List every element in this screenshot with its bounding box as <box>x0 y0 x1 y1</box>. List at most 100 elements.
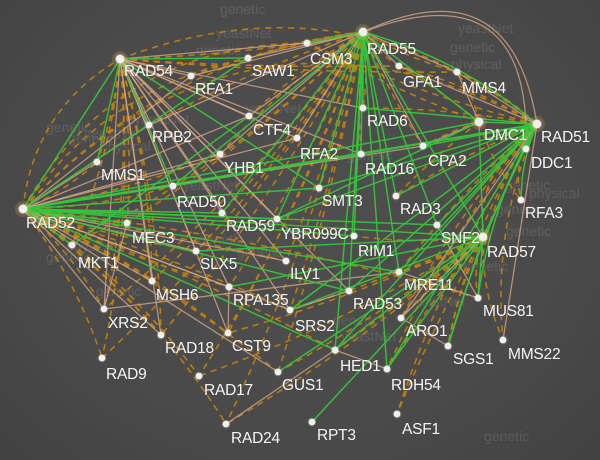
node-label-RAD16: RAD16 <box>365 161 414 178</box>
edge-type-watermark: yeastNet <box>84 125 139 141</box>
node-label-RAD50: RAD50 <box>177 194 227 211</box>
node-label-RAD51: RAD51 <box>541 129 590 146</box>
edge-type-watermark: physical <box>451 56 502 72</box>
edge-RAD54-RAD18 <box>119 58 162 336</box>
edge-RAD51-RAD53 <box>348 123 538 292</box>
node-SMT3[interactable] <box>314 183 324 193</box>
node-label-RPA135: RPA135 <box>233 292 288 309</box>
node-ASF1[interactable] <box>392 409 402 419</box>
node-RPA135[interactable] <box>224 282 234 292</box>
edge-RAD55-ILV1 <box>285 31 364 262</box>
edge-RAD52-MUS81 <box>22 208 479 299</box>
node-RAD52[interactable] <box>17 203 29 215</box>
node-RAD9[interactable] <box>97 353 107 363</box>
node-SLX5[interactable] <box>191 246 201 256</box>
node-label-MMS1: MMS1 <box>101 167 145 184</box>
edge-RAD54-CST9 <box>119 58 229 334</box>
node-label-RFA1: RFA1 <box>195 81 233 98</box>
node-RAD16[interactable] <box>356 149 366 159</box>
node-CSM3[interactable] <box>302 38 312 48</box>
node-MKT1[interactable] <box>67 240 77 250</box>
node-HED1[interactable] <box>330 345 340 355</box>
node-RFA1[interactable] <box>186 71 196 81</box>
node-RFA3[interactable] <box>516 195 526 205</box>
node-label-RAD6: RAD6 <box>367 113 408 130</box>
node-RAD51[interactable] <box>531 118 543 130</box>
edge-RAD51-ARO1 <box>400 123 538 319</box>
edge-RAD57-DMC1 <box>478 121 484 238</box>
edge-RAD55-CSM3 <box>306 31 364 44</box>
node-SAW1[interactable] <box>243 53 253 63</box>
edge-RAD55-RAD50 <box>172 31 364 187</box>
node-RIM1[interactable] <box>349 231 359 241</box>
node-RAD17[interactable] <box>194 371 204 381</box>
edge-RAD54-ILV1 <box>119 58 287 262</box>
node-RFA2[interactable] <box>292 133 302 143</box>
node-label-XRS2: XRS2 <box>108 315 148 332</box>
node-RDH54[interactable] <box>382 364 392 374</box>
node-RAD3[interactable] <box>391 191 401 201</box>
node-SNF2[interactable] <box>432 220 442 230</box>
edge-DMC1-YBR099C <box>276 121 480 220</box>
node-RAD18[interactable] <box>156 330 166 340</box>
node-DDC1[interactable] <box>521 144 531 154</box>
node-YHB1[interactable] <box>215 149 225 159</box>
edge-RAD55-YBR099C <box>276 31 364 220</box>
node-RAD55[interactable] <box>357 26 369 38</box>
node-label-SGS1: SGS1 <box>453 351 494 368</box>
edge-type-watermark: genetic <box>333 312 378 328</box>
node-MSH6[interactable] <box>147 276 157 286</box>
edge-RAD52-RFA1 <box>22 75 192 210</box>
node-MEC3[interactable] <box>122 218 132 228</box>
node-MRE11[interactable] <box>394 267 404 277</box>
node-CPA2[interactable] <box>418 141 428 151</box>
edge-RAD52-RIM1 <box>22 208 355 237</box>
node-GFA1[interactable] <box>394 61 404 71</box>
edge-RAD55-XRS2 <box>103 31 364 310</box>
node-label-RAD54: RAD54 <box>124 63 174 80</box>
node-label-MUS81: MUS81 <box>483 303 534 320</box>
node-label-RAD53: RAD53 <box>353 296 402 313</box>
node-SGS1[interactable] <box>443 341 453 351</box>
node-RAD24[interactable] <box>221 419 231 429</box>
edge-RAD57-ASF1 <box>396 236 484 415</box>
node-RAD57[interactable] <box>477 231 489 243</box>
node-label-CTF4: CTF4 <box>253 122 292 139</box>
node-RAD53[interactable] <box>344 286 354 296</box>
node-RAD6[interactable] <box>358 103 368 113</box>
node-RAD54[interactable] <box>114 53 126 65</box>
edge-RAD51-RDH54 <box>386 123 538 370</box>
node-CTF4[interactable] <box>244 111 254 121</box>
edge-RAD55-CTF4 <box>248 31 364 117</box>
node-MMS1[interactable] <box>92 157 102 167</box>
node-GUS1[interactable] <box>273 367 283 377</box>
node-RAD50[interactable] <box>168 181 178 191</box>
edge-RAD52-YHB1 <box>22 153 221 210</box>
node-SRS2[interactable] <box>285 305 295 315</box>
node-YBR099C[interactable] <box>272 214 282 224</box>
edge-RAD57-ARO1 <box>400 236 484 319</box>
node-RAD59[interactable] <box>217 208 227 218</box>
edge-type-watermark: genetic <box>484 428 529 444</box>
node-MMS22[interactable] <box>498 335 508 345</box>
node-RPB2[interactable] <box>144 120 154 130</box>
node-ILV1[interactable] <box>281 256 291 266</box>
node-MUS81[interactable] <box>473 293 483 303</box>
edge-RAD54-MMS1 <box>96 58 121 163</box>
edge-type-watermark: yeastNet <box>216 25 271 41</box>
node-ARO1[interactable] <box>396 313 406 323</box>
node-RPT3[interactable] <box>307 417 317 427</box>
node-XRS2[interactable] <box>99 304 109 314</box>
node-label-RAD24: RAD24 <box>231 430 281 447</box>
node-MMS4[interactable] <box>452 67 462 77</box>
node-CST9[interactable] <box>223 328 233 338</box>
node-DMC1[interactable] <box>473 116 485 128</box>
edge-RAD54-RPA135 <box>119 58 230 288</box>
edge-RAD52-MKT1 <box>22 208 73 246</box>
edge-RAD54-SMT3 <box>119 58 320 189</box>
edge-RAD57-RPT3 <box>311 236 484 423</box>
edge-RAD52-RAD55 <box>22 31 364 210</box>
edge-RAD55-YHB1 <box>219 31 364 155</box>
